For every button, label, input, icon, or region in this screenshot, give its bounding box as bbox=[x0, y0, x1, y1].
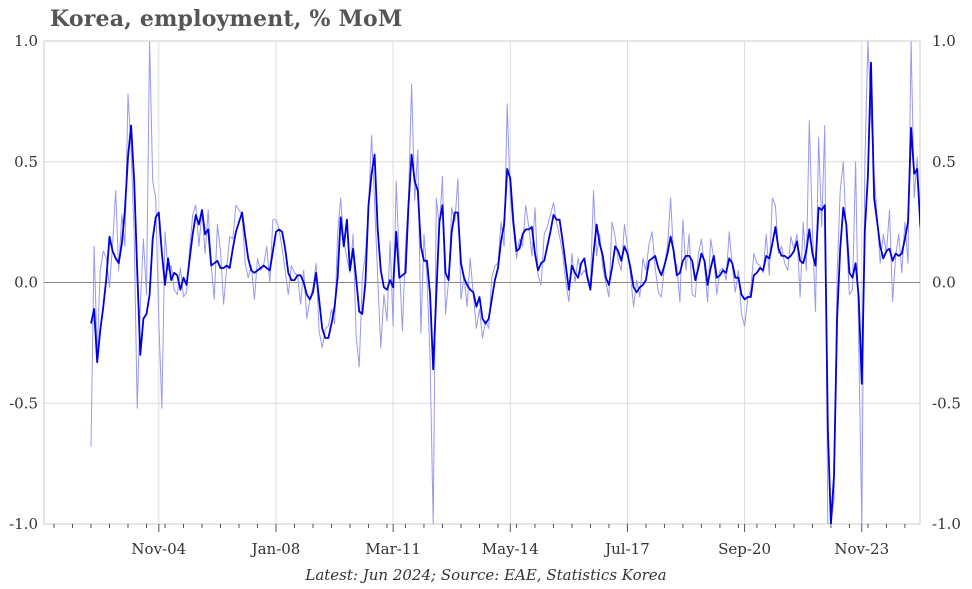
y-tick-label-right: -1.0 bbox=[932, 515, 961, 533]
x-tick-label: Sep-20 bbox=[718, 540, 771, 558]
y-tick-label-left: 0.5 bbox=[14, 153, 38, 171]
x-tick-label: Jul-17 bbox=[603, 540, 650, 558]
x-tick-label: Jan-08 bbox=[250, 540, 301, 558]
y-tick-label-right: -0.5 bbox=[932, 394, 961, 412]
x-tick-label: May-14 bbox=[482, 540, 539, 558]
y-tick-label-left: -0.5 bbox=[9, 394, 38, 412]
y-tick-label-left: 1.0 bbox=[14, 32, 38, 50]
y-tick-label-right: 0.0 bbox=[932, 274, 956, 292]
y-tick-label-right: 1.0 bbox=[932, 32, 956, 50]
x-tick-label: Nov-04 bbox=[131, 540, 186, 558]
y-tick-label-left: -1.0 bbox=[9, 515, 38, 533]
chart-source-note: Latest: Jun 2024; Source: EAE, Statistic… bbox=[305, 566, 667, 584]
x-tick-label: Mar-11 bbox=[365, 540, 421, 558]
axes bbox=[43, 40, 921, 532]
y-tick-label-left: 0.0 bbox=[14, 274, 38, 292]
series-line-smoothed bbox=[90, 61, 920, 524]
tick-labels: 1.0 1.0 0.5 0.5 0.0 0.0 -0.5 -0.5 -1.0 -1.0 Nov-04… bbox=[9, 32, 961, 558]
series-line-raw bbox=[90, 41, 920, 524]
x-tick-label: Nov-23 bbox=[834, 540, 889, 558]
chart-title: Korea, employment, % MoM bbox=[50, 6, 403, 32]
y-tick-label-right: 0.5 bbox=[932, 153, 956, 171]
series-lines bbox=[90, 41, 920, 524]
